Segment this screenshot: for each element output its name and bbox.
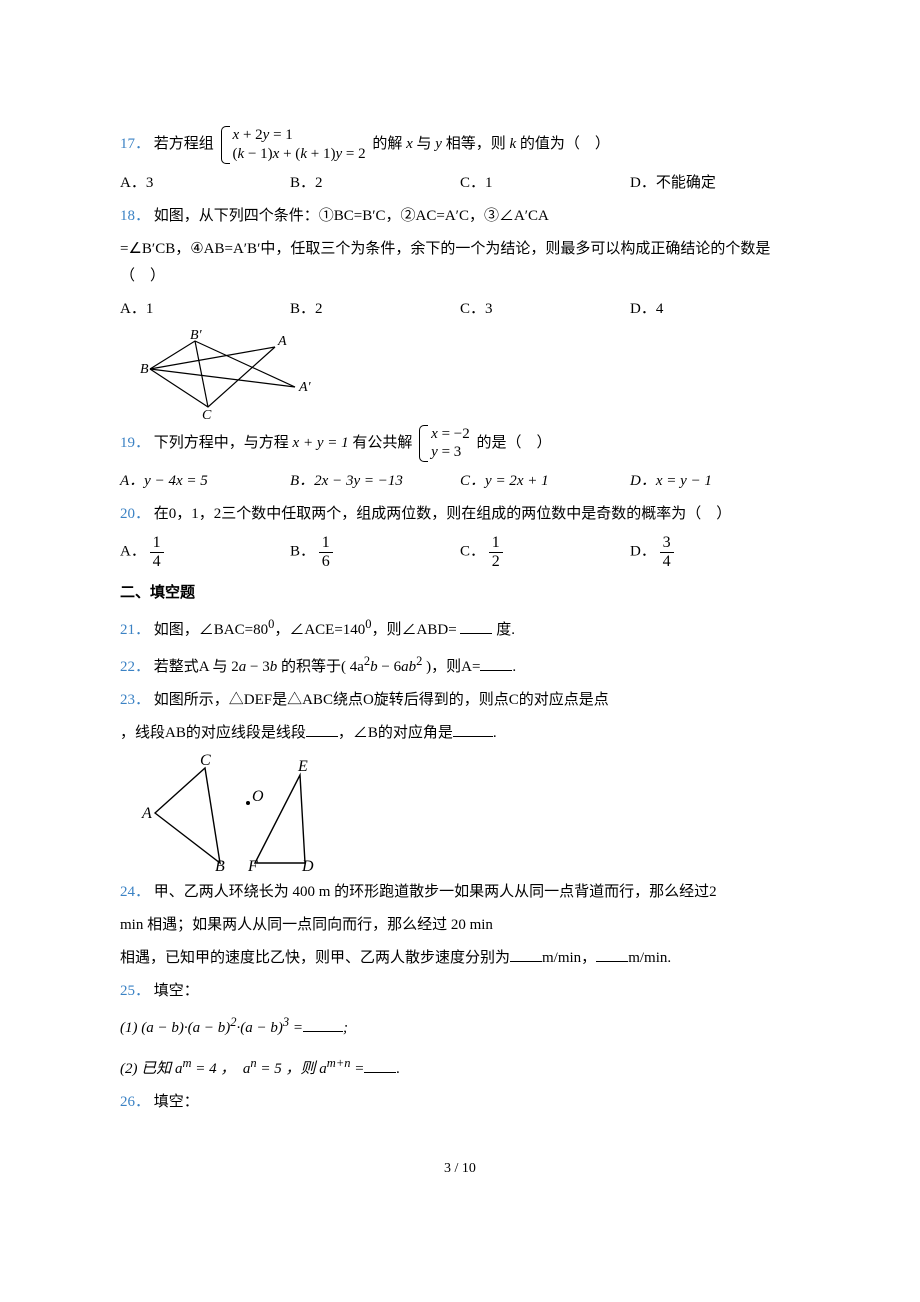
q18-options: A．1 B．2 C．3 D．4: [120, 296, 800, 323]
q24-number: 24．: [120, 884, 150, 900]
q25-part1: (1) (a − b)·(a − b)2·(a − b)3 =;: [120, 1011, 800, 1042]
question-26: 26． 填空：: [120, 1089, 800, 1116]
q19-options: A．y − 4x = 5 B．2x − 3y = −13 C．y = 2x + …: [120, 468, 800, 495]
q19-mid: 有公共解: [352, 435, 412, 451]
q18-label-C: C: [202, 408, 212, 419]
section-2-heading: 二、填空题: [120, 580, 800, 607]
q17-and: 与: [417, 136, 436, 152]
question-22: 22． 若整式A 与 2a − 3b 的积等于( 4a2b − 6ab2 )，则…: [120, 650, 800, 681]
q20-opt-d: D． 34: [630, 534, 800, 570]
q19-lead: 下列方程中，与方程: [154, 435, 293, 451]
q17-number: 17．: [120, 136, 150, 152]
q21-text: 如图，∠BAC=800，∠ACE=1400，则∠ABD= 度.: [154, 622, 515, 638]
q17-y: y: [435, 136, 442, 152]
q19-system: x = −2 y = 3: [419, 425, 470, 463]
q18-opt-c: C．3: [460, 296, 630, 323]
q18-opt-b: B．2: [290, 296, 460, 323]
page-footer: 3 / 10: [120, 1156, 800, 1181]
question-17: 17． 若方程组 x + 2y = 1 (k − 1)x + (k + 1)y …: [120, 126, 800, 164]
q17-eq1: x + 2y = 1: [233, 126, 366, 145]
question-18: 18． 如图，从下列四个条件：①BC=B′C，②AC=A′C，③∠A′CA: [120, 203, 800, 230]
q17-opt-c: C．1: [460, 170, 630, 197]
q19-opt-c: C．y = 2x + 1: [460, 468, 630, 495]
q18-line2: =∠B′CB，④AB=A′B′中，任取三个为条件，余下的一个为结论，则最多可以构…: [120, 236, 800, 290]
q24-line1: 甲、乙两人环绕长为 400 m 的环形跑道散步一如果两人从同一点背道而行，那么经…: [154, 884, 717, 900]
q17-eq2: (k − 1)x + (k + 1)y = 2: [233, 145, 366, 164]
q19-opt-b: B．2x − 3y = −13: [290, 468, 460, 495]
q19-opt-d: D．x = y − 1: [630, 468, 800, 495]
q24-line2: min 相遇；如果两人从同一点同向而行，那么经过 20 min: [120, 912, 800, 939]
q21-number: 21．: [120, 622, 150, 638]
q17-opt-a: A．3: [120, 170, 290, 197]
q20-opt-a: A． 14: [120, 534, 290, 570]
q18-label-B: B: [140, 362, 149, 377]
q25-part2: (2) 已知 am = 4 ， an = 5 ，则 am+n =.: [120, 1052, 800, 1083]
q26-head: 填空：: [154, 1094, 199, 1110]
q17-tail2: 的值为（ ）: [520, 136, 610, 152]
q20-number: 20．: [120, 506, 150, 522]
q25-number: 25．: [120, 983, 150, 999]
q17-mid: 的解: [372, 136, 406, 152]
q23-line1: 如图所示，△DEF是△ABC绕点O旋转后得到的，则点C的对应点是点: [154, 692, 609, 708]
q25-head: 填空：: [154, 983, 199, 999]
q23-figure: A B C D E F O: [140, 753, 340, 873]
question-20: 20． 在0，1，2三个数中任取两个，组成两位数，则在组成的两位数中是奇数的概率…: [120, 501, 800, 528]
question-21: 21． 如图，∠BAC=800，∠ACE=1400，则∠ABD= 度.: [120, 613, 800, 644]
q18-label-Ap: A′: [298, 380, 312, 395]
q23-line2: ，线段AB的对应线段是线段，∠B的对应角是.: [120, 720, 800, 747]
q23-label-B: B: [215, 858, 225, 873]
q19-b1: x = −2: [431, 425, 470, 444]
q20-opt-b: B． 16: [290, 534, 460, 570]
q18-label-Bp: B′: [190, 329, 203, 343]
q18-opt-a: A．1: [120, 296, 290, 323]
q19-number: 19．: [120, 435, 150, 451]
q19-opt-a: A．y − 4x = 5: [120, 468, 290, 495]
q18-number: 18．: [120, 208, 150, 224]
q17-tail: 相等，则: [446, 136, 510, 152]
q23-number: 23．: [120, 692, 150, 708]
q23-label-E: E: [297, 758, 308, 775]
q23-label-D: D: [301, 858, 314, 873]
q20-opt-c: C． 12: [460, 534, 630, 570]
q24-line3: 相遇，已知甲的速度比乙快，则甲、乙两人散步速度分别为m/min，m/min.: [120, 945, 800, 972]
q17-opt-d: D．不能确定: [630, 170, 800, 197]
question-25: 25． 填空：: [120, 978, 800, 1005]
q17-x: x: [406, 136, 413, 152]
q19-eqmain: x + y = 1: [293, 435, 349, 451]
q19-b2: y = 3: [431, 443, 470, 462]
q17-opt-b: B．2: [290, 170, 460, 197]
q17-lead: 若方程组: [154, 136, 214, 152]
q20-text: 在0，1，2三个数中任取两个，组成两位数，则在组成的两位数中是奇数的概率为（ ）: [154, 506, 732, 522]
q22-number: 22．: [120, 659, 150, 675]
q23-label-F: F: [247, 858, 258, 873]
q17-options: A．3 B．2 C．1 D．不能确定: [120, 170, 800, 197]
question-19: 19． 下列方程中，与方程 x + y = 1 有公共解 x = −2 y = …: [120, 425, 800, 463]
q17-k: k: [509, 136, 516, 152]
q20-options: A． 14 B． 16 C． 12 D． 34: [120, 534, 800, 570]
q23-label-O: O: [252, 788, 264, 805]
question-23: 23． 如图所示，△DEF是△ABC绕点O旋转后得到的，则点C的对应点是点: [120, 687, 800, 714]
q18-opt-d: D．4: [630, 296, 800, 323]
q23-label-A: A: [141, 805, 152, 822]
q26-number: 26．: [120, 1094, 150, 1110]
q19-tail: 的是（ ）: [476, 435, 551, 451]
q18-figure: B B′ A A′ C: [140, 329, 320, 419]
q17-system: x + 2y = 1 (k − 1)x + (k + 1)y = 2: [221, 126, 366, 164]
q18-line1: 如图，从下列四个条件：①BC=B′C，②AC=A′C，③∠A′CA: [154, 208, 549, 224]
q18-label-A: A: [277, 334, 287, 349]
q23-label-C: C: [200, 753, 211, 769]
question-24: 24． 甲、乙两人环绕长为 400 m 的环形跑道散步一如果两人从同一点背道而行…: [120, 879, 800, 906]
q22-text: 若整式A 与 2a − 3b 的积等于( 4a2b − 6ab2 )，则A=.: [154, 659, 516, 675]
